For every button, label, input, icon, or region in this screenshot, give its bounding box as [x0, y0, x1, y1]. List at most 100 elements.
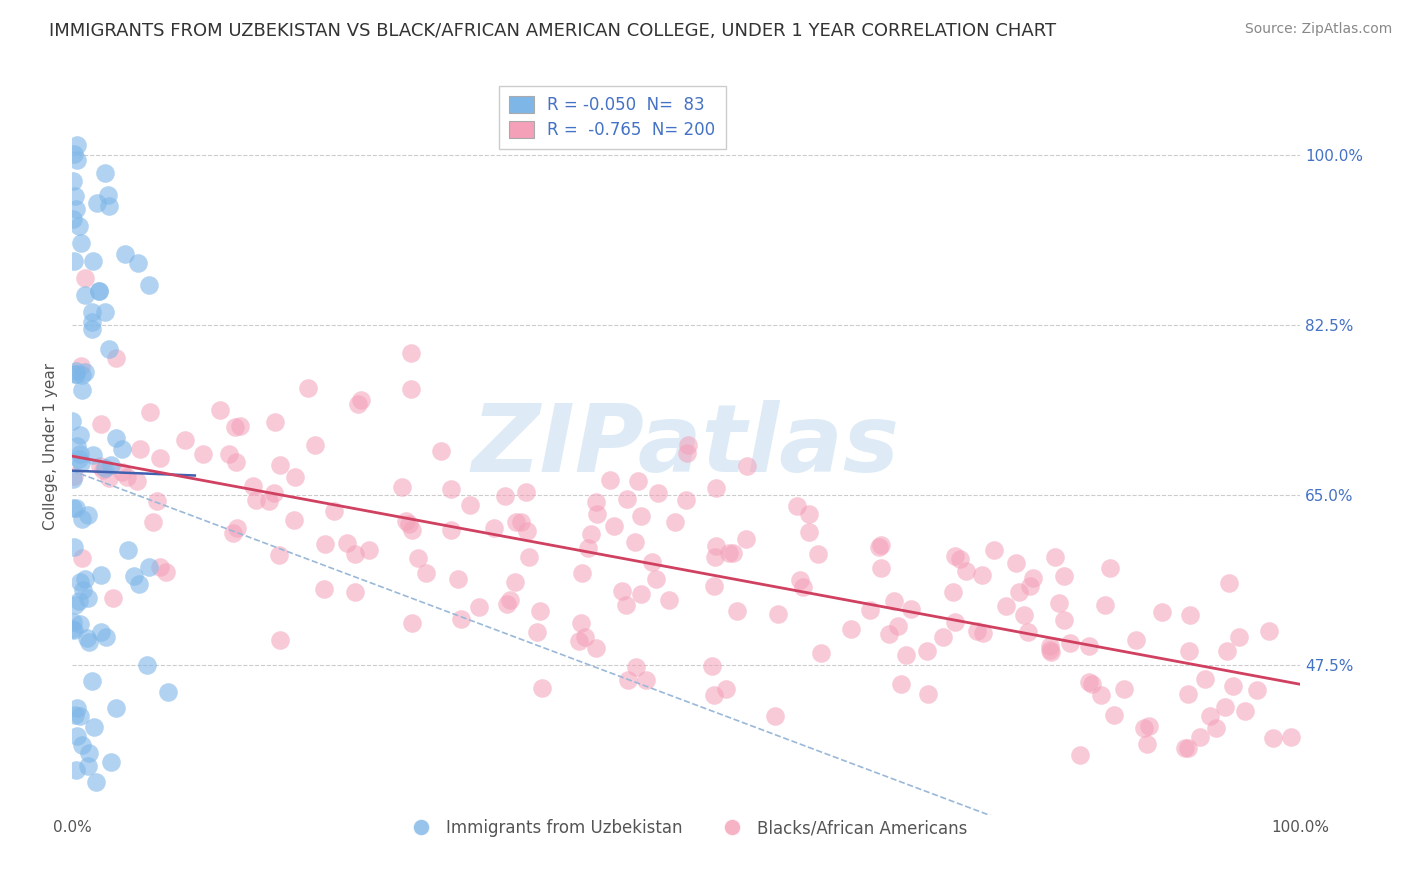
- Point: [65, 501, 87, 516]
- Point: [79, 746, 101, 760]
- Point: [142, 516, 165, 530]
- Point: [336, 536, 359, 550]
- Point: [529, 604, 551, 618]
- Point: [870, 561, 893, 575]
- Point: [530, 681, 553, 695]
- Point: [63, 147, 86, 161]
- Point: [105, 701, 128, 715]
- Point: [586, 507, 609, 521]
- Point: [792, 581, 814, 595]
- Point: [616, 491, 638, 506]
- Point: [1227, 631, 1250, 645]
- Point: [706, 481, 728, 495]
- Point: [636, 673, 658, 687]
- Point: [460, 498, 482, 512]
- Point: [943, 615, 966, 629]
- Point: [90, 624, 112, 639]
- Point: [67, 452, 90, 467]
- Point: [415, 566, 437, 581]
- Point: [69, 428, 91, 442]
- Point: [129, 442, 152, 457]
- Point: [703, 579, 725, 593]
- Point: [735, 458, 758, 473]
- Point: [343, 585, 366, 599]
- Point: [894, 648, 917, 662]
- Point: [797, 508, 820, 522]
- Point: [65, 598, 87, 612]
- Point: [627, 474, 650, 488]
- Point: [496, 597, 519, 611]
- Point: [62, 472, 84, 486]
- Point: [62, 501, 84, 516]
- Point: [440, 523, 463, 537]
- Point: [89, 458, 111, 473]
- Point: [1261, 731, 1284, 745]
- Point: [883, 594, 905, 608]
- Point: [1137, 718, 1160, 732]
- Point: [630, 587, 652, 601]
- Point: [122, 569, 145, 583]
- Point: [63, 367, 86, 381]
- Point: [1047, 596, 1070, 610]
- Point: [82, 448, 104, 462]
- Point: [114, 247, 136, 261]
- Point: [67, 594, 90, 608]
- Point: [1216, 644, 1239, 658]
- Point: [69, 359, 91, 373]
- Point: [1213, 700, 1236, 714]
- Point: [495, 490, 517, 504]
- Point: [82, 304, 104, 318]
- Point: [127, 256, 149, 270]
- Point: [394, 515, 416, 529]
- Point: [127, 474, 149, 488]
- Point: [1017, 625, 1039, 640]
- Point: [468, 600, 491, 615]
- Point: [664, 515, 686, 529]
- Point: [1279, 730, 1302, 744]
- Point: [839, 622, 862, 636]
- Point: [1012, 607, 1035, 622]
- Point: [89, 284, 111, 298]
- Point: [103, 591, 125, 605]
- Point: [870, 538, 893, 552]
- Point: [1177, 687, 1199, 701]
- Point: [72, 738, 94, 752]
- Point: [579, 526, 602, 541]
- Point: [1199, 708, 1222, 723]
- Point: [526, 624, 548, 639]
- Point: [65, 189, 87, 203]
- Point: [65, 364, 87, 378]
- Point: [972, 626, 994, 640]
- Point: [1177, 741, 1199, 756]
- Point: [350, 392, 373, 407]
- Point: [766, 607, 789, 621]
- Point: [90, 567, 112, 582]
- Point: [86, 196, 108, 211]
- Point: [401, 345, 423, 359]
- Point: [218, 447, 240, 461]
- Point: [915, 644, 938, 658]
- Point: [972, 568, 994, 582]
- Point: [66, 439, 89, 453]
- Point: [1018, 579, 1040, 593]
- Point: [245, 492, 267, 507]
- Point: [60, 622, 83, 636]
- Point: [612, 584, 634, 599]
- Point: [91, 463, 114, 477]
- Point: [62, 615, 84, 630]
- Point: [943, 549, 966, 563]
- Point: [128, 577, 150, 591]
- Point: [1039, 645, 1062, 659]
- Point: [966, 624, 988, 638]
- Point: [942, 585, 965, 599]
- Point: [571, 615, 593, 630]
- Point: [440, 482, 463, 496]
- Text: IMMIGRANTS FROM UZBEKISTAN VS BLACK/AFRICAN AMERICAN COLLEGE, UNDER 1 YEAR CORRE: IMMIGRANTS FROM UZBEKISTAN VS BLACK/AFRI…: [49, 22, 1056, 40]
- Point: [510, 516, 533, 530]
- Point: [641, 556, 664, 570]
- Point: [450, 612, 472, 626]
- Point: [983, 543, 1005, 558]
- Point: [209, 402, 232, 417]
- Point: [398, 517, 420, 532]
- Point: [63, 707, 86, 722]
